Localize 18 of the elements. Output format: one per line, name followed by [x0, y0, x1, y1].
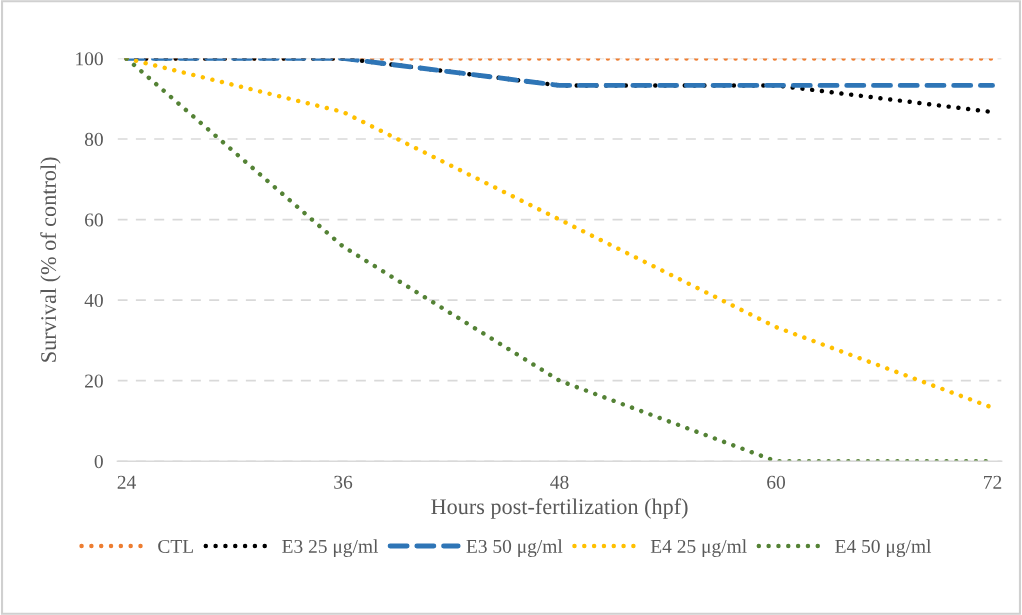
legend-label: E3 50 μg/ml	[466, 539, 563, 557]
x-tick-label: 48	[550, 475, 569, 489]
y-tick-label: 80	[84, 132, 103, 146]
y-tick-label: 0	[94, 455, 103, 469]
y-tick-label: 40	[84, 293, 103, 308]
x-tick-label: 36	[334, 475, 353, 489]
x-tick-label: 60	[767, 475, 786, 489]
y-tick-label: 60	[85, 213, 103, 227]
legend-label: E4 25 μg/ml	[650, 539, 747, 557]
legend-label: E3 25 μg/ml	[282, 539, 379, 557]
y-tick-label: 20	[85, 374, 103, 388]
x-tick-label: 72	[984, 475, 1002, 489]
legend-label: E4 50 μg/ml	[835, 539, 932, 557]
y-tick-label: 100	[76, 52, 103, 66]
y-axis-title: Survival (% of control)	[40, 157, 61, 362]
x-axis-title: Hours post-fertilization (hpf)	[431, 498, 688, 519]
legend-label: CTL	[158, 539, 193, 553]
x-tick-label: 24	[117, 475, 136, 489]
